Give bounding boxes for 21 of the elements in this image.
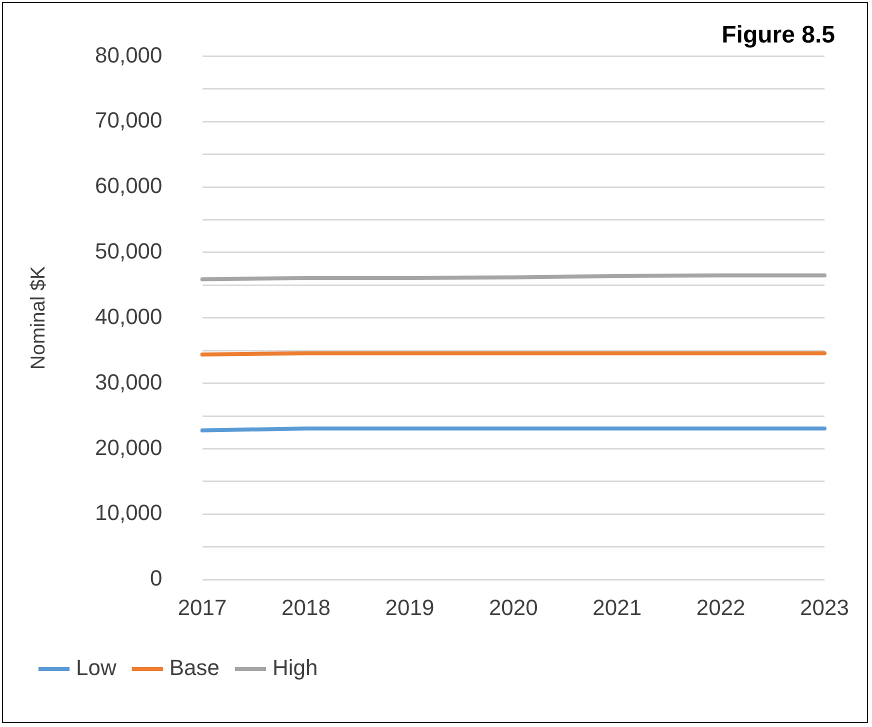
x-tick-label: 2021 bbox=[592, 594, 642, 620]
y-tick-label: 60,000 bbox=[94, 173, 162, 198]
x-tick-label: 2019 bbox=[385, 594, 434, 620]
x-tick-label: 2018 bbox=[282, 594, 330, 620]
x-tick-label: 2022 bbox=[696, 594, 746, 620]
x-tick-label: 2023 bbox=[800, 594, 850, 620]
legend-label: High bbox=[272, 655, 318, 680]
x-tick-label: 2020 bbox=[488, 594, 538, 620]
y-tick-label: 40,000 bbox=[94, 304, 162, 329]
y-axis-title: Nominal $K bbox=[28, 266, 50, 370]
chart-title: Figure 8.5 bbox=[722, 21, 835, 48]
legend-label: Base bbox=[169, 655, 220, 680]
y-tick-label: 80,000 bbox=[94, 42, 162, 68]
y-tick-label: 70,000 bbox=[94, 108, 162, 133]
y-tick-label: 10,000 bbox=[94, 500, 162, 526]
y-tick-label: 50,000 bbox=[94, 238, 162, 264]
y-tick-label: 30,000 bbox=[94, 369, 162, 394]
legend-label: Low bbox=[76, 655, 116, 680]
y-tick-label: 0 bbox=[150, 566, 162, 591]
y-tick-label: 20,000 bbox=[94, 434, 162, 460]
x-tick-label: 2017 bbox=[178, 594, 227, 620]
